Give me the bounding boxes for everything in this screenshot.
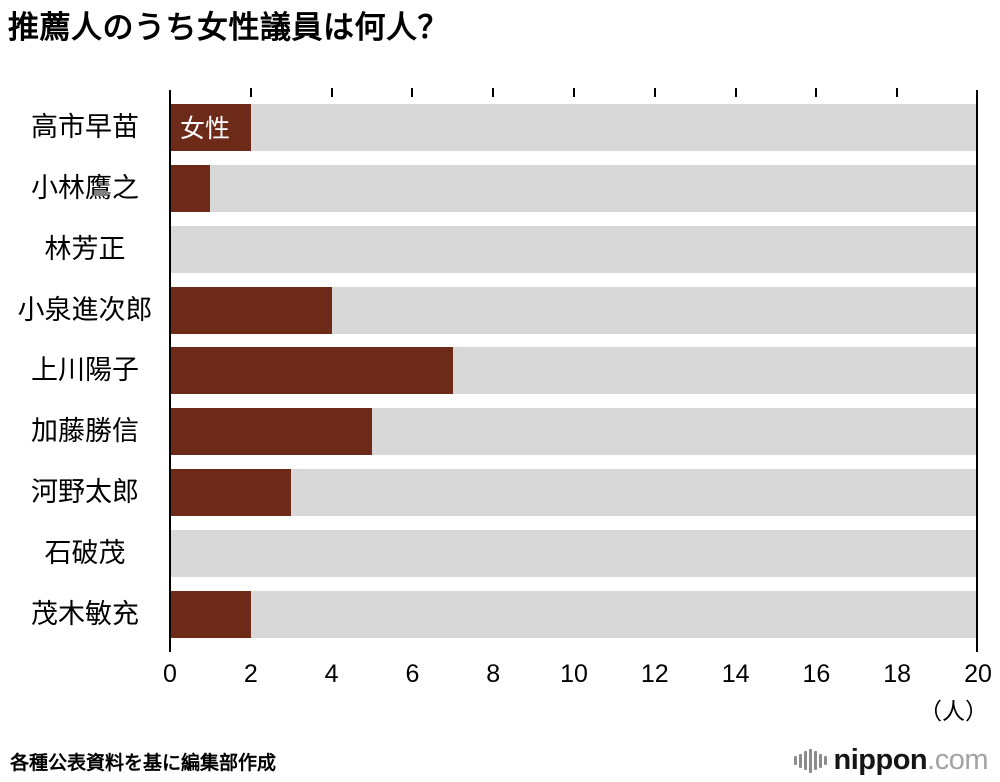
axis-tick <box>896 88 899 97</box>
category-label: 茂木敏充 <box>31 599 139 630</box>
category-label: 河野太郎 <box>31 477 139 508</box>
chart-row: 河野太郎 <box>0 469 978 517</box>
axis-tick <box>330 88 333 97</box>
x-axis: 0 2 4 6 8 10 12 14 16 18 20 <box>163 660 992 690</box>
category-label: 林芳正 <box>44 233 126 264</box>
chart-row: 加藤勝信 <box>0 408 978 456</box>
axis-tick <box>249 88 252 97</box>
soundwave-bar <box>798 753 802 768</box>
bar-track <box>170 286 978 334</box>
chart-row: 高市早苗 女性 <box>0 103 978 151</box>
bar-fill <box>170 347 453 395</box>
chart-title: 推薦人のうち女性議員は何人？ <box>8 10 449 45</box>
logo-tld: .com <box>927 744 988 776</box>
x-tick-label: 20 <box>964 660 992 688</box>
x-tick-label: 2 <box>243 660 258 688</box>
axis-tick <box>492 88 495 97</box>
bar-fill <box>170 408 372 456</box>
x-axis-unit: （人） <box>919 698 988 724</box>
x-tick-label: 8 <box>486 660 501 688</box>
axis-tick <box>411 88 414 97</box>
bar-fill: 女性 <box>170 103 251 151</box>
bar-track: 女性 <box>170 103 978 151</box>
chart-row: 茂木敏充 <box>0 591 978 639</box>
x-tick-label: 10 <box>560 660 588 688</box>
bar-track <box>170 591 978 639</box>
source-note: 各種公表資料を基に編集部作成 <box>10 753 277 774</box>
soundwave-bar <box>808 748 812 773</box>
bar-track <box>170 469 978 517</box>
chart-rows: 高市早苗 女性小林鷹之林芳正小泉進次郎上川陽子加藤勝信河野太郎石破茂茂木敏充 <box>0 90 978 652</box>
soundwave-bar <box>823 756 827 765</box>
x-tick-label: 16 <box>802 660 831 688</box>
x-tick-label: 4 <box>324 660 339 688</box>
bar-fill <box>170 469 292 517</box>
bar-track <box>170 408 978 456</box>
x-tick-label: 0 <box>163 660 177 688</box>
category-label: 上川陽子 <box>31 355 139 386</box>
category-label: 加藤勝信 <box>31 416 139 447</box>
x-tick-label: 12 <box>640 660 669 688</box>
logo-text: nippon.com <box>833 744 989 777</box>
chart-row: 小林鷹之 <box>0 164 978 212</box>
series-label: 女性 <box>180 115 231 144</box>
bar-track <box>170 164 978 212</box>
soundwave-icon <box>793 747 827 775</box>
nippon-logo: nippon.com <box>793 744 989 777</box>
x-tick-label: 6 <box>405 660 420 688</box>
chart-row: 石破茂 <box>0 530 978 578</box>
axis-tick <box>815 88 818 97</box>
bar-fill <box>170 164 211 212</box>
top-axis-ticks <box>170 88 978 97</box>
bar-track <box>170 225 978 273</box>
chart-row: 小泉進次郎 <box>0 286 978 334</box>
soundwave-bar <box>793 756 797 765</box>
category-label: 石破茂 <box>44 538 126 569</box>
x-tick-label: 14 <box>721 660 750 688</box>
axis-line-left <box>169 90 171 652</box>
bar-track <box>170 530 978 578</box>
category-label: 小林鷹之 <box>31 172 139 203</box>
category-label: 小泉進次郎 <box>17 294 153 325</box>
soundwave-bar <box>813 751 817 770</box>
logo-name: nippon <box>833 744 928 776</box>
chart-row: 林芳正 <box>0 225 978 273</box>
axis-tick <box>573 88 575 97</box>
category-label: 高市早苗 <box>31 111 139 142</box>
soundwave-bar <box>818 753 822 768</box>
chart-row: 上川陽子 <box>0 347 978 395</box>
bar-fill <box>170 591 251 639</box>
axis-tick <box>653 88 656 97</box>
axis-tick <box>734 88 737 97</box>
x-tick-label: 18 <box>883 660 912 688</box>
bar-fill <box>170 286 332 334</box>
soundwave-bar <box>803 751 807 770</box>
bar-track <box>170 347 978 395</box>
axis-line-right <box>976 90 978 652</box>
